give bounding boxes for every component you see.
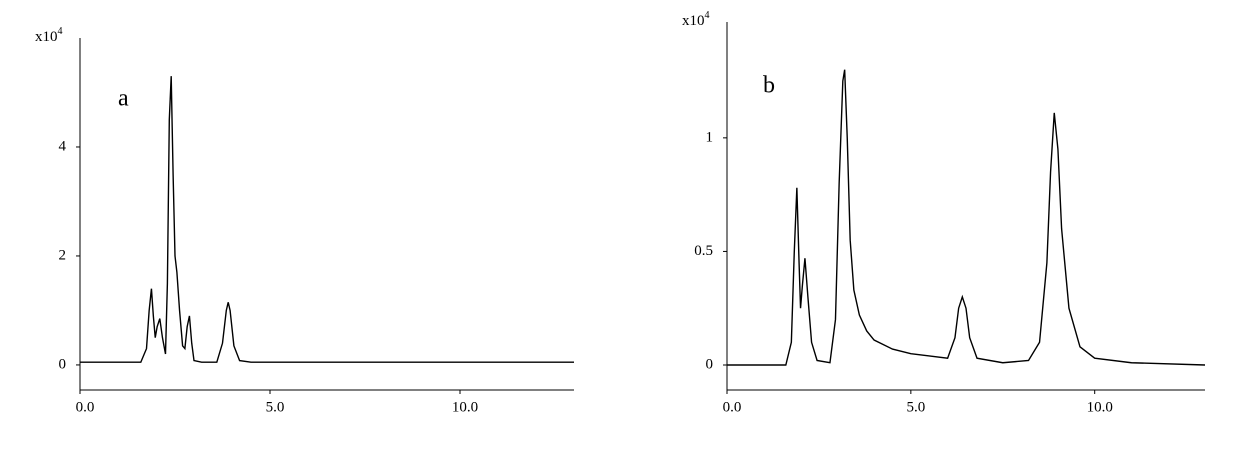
- y-tick-label: 0: [706, 356, 714, 372]
- x-tick-label: 10.0: [1087, 399, 1113, 415]
- x-tick-label: 0.0: [723, 399, 742, 415]
- y-tick-label: 2: [59, 247, 67, 263]
- panel-label: b: [763, 73, 775, 99]
- x-tick-label: 5.0: [266, 399, 285, 415]
- y-unit-exponent: 4: [705, 10, 710, 21]
- x-tick-label: 10.0: [452, 399, 478, 415]
- y-tick-label: 0.5: [694, 243, 713, 259]
- chromatogram-line: [727, 69, 1206, 366]
- y-unit-exponent: 4: [58, 26, 63, 37]
- panel-label: a: [118, 86, 129, 112]
- x-tick-label: 5.0: [906, 399, 925, 415]
- y-unit-base: x10: [35, 29, 58, 45]
- y-tick-label: 4: [59, 138, 67, 154]
- y-unit-base: x10: [682, 13, 705, 29]
- x-tick-label: 0.0: [76, 399, 95, 415]
- y-unit: x104: [35, 26, 63, 45]
- y-unit: x104: [682, 10, 710, 29]
- chromatogram-line: [80, 76, 574, 363]
- y-tick-label: 0: [59, 356, 67, 372]
- y-tick-label: 1: [706, 129, 714, 145]
